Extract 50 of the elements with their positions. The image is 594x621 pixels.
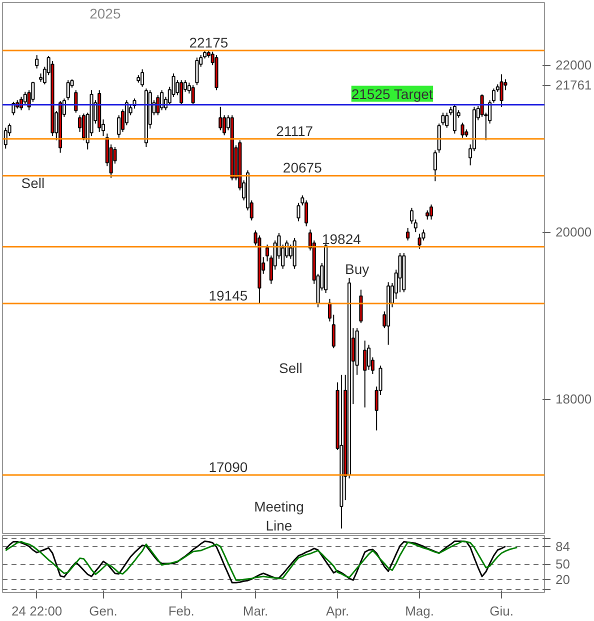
candlestick: [429, 204, 434, 220]
candlestick: [441, 112, 445, 126]
x-tick-label: Giu.: [490, 604, 514, 618]
ref-line-label: 21117: [276, 122, 314, 139]
candlestick: [140, 68, 144, 88]
candlestick: [82, 113, 86, 141]
candlestick: [23, 91, 27, 105]
candlestick: [426, 210, 430, 220]
annotation: Sell: [279, 360, 302, 376]
ref-line-label: 19145: [208, 287, 248, 304]
candlestick: [460, 122, 464, 138]
y-tick-label: 18000: [556, 392, 592, 407]
ref-line-label: 20675: [282, 160, 322, 176]
candlestick: [66, 80, 70, 101]
candlestick: [35, 54, 39, 69]
candlestick: [160, 90, 164, 111]
annotation: Sell: [21, 174, 45, 191]
candlestick: [218, 106, 222, 131]
x-tick-label: 24 22:00: [12, 604, 62, 618]
x-tick-label: Mag.: [405, 604, 434, 618]
ref-line-label: 19824: [322, 230, 362, 247]
y-tick-label: 22000: [556, 58, 592, 73]
candlestick: [156, 94, 160, 116]
x-tick-label: Apr.: [326, 604, 350, 618]
y-tick-label: 20: [556, 572, 570, 588]
candlestick: [117, 114, 121, 138]
candlestick: [363, 340, 367, 408]
y-tick-label: 50: [556, 556, 570, 572]
candlestick: [406, 227, 410, 241]
y-tick-label: 84: [556, 538, 570, 554]
ref-line-label: 22175: [189, 34, 228, 51]
annotation: Meeting Line: [254, 498, 304, 534]
candlestick: [296, 202, 300, 222]
ref-line-label: 21525 Target: [351, 86, 433, 102]
y-tick-label: 20000: [556, 224, 592, 240]
candlestick: [304, 200, 308, 227]
candlestick: [418, 233, 422, 250]
x-tick-label: Mar.: [242, 604, 268, 618]
annotation: Buy: [345, 260, 370, 277]
x-tick-label: Feb.: [168, 604, 194, 618]
y-tick-label: 21761: [556, 78, 592, 93]
candlestick: [191, 84, 195, 106]
candlestick: [74, 90, 78, 114]
x-tick-label: Gen.: [89, 604, 118, 618]
candlestick: [500, 74, 504, 108]
candlestick: [195, 57, 199, 86]
candlestick: [180, 80, 184, 106]
annotation: 2025: [90, 5, 121, 22]
ref-line-label: 17090: [208, 459, 248, 476]
candlestick: [445, 112, 449, 128]
